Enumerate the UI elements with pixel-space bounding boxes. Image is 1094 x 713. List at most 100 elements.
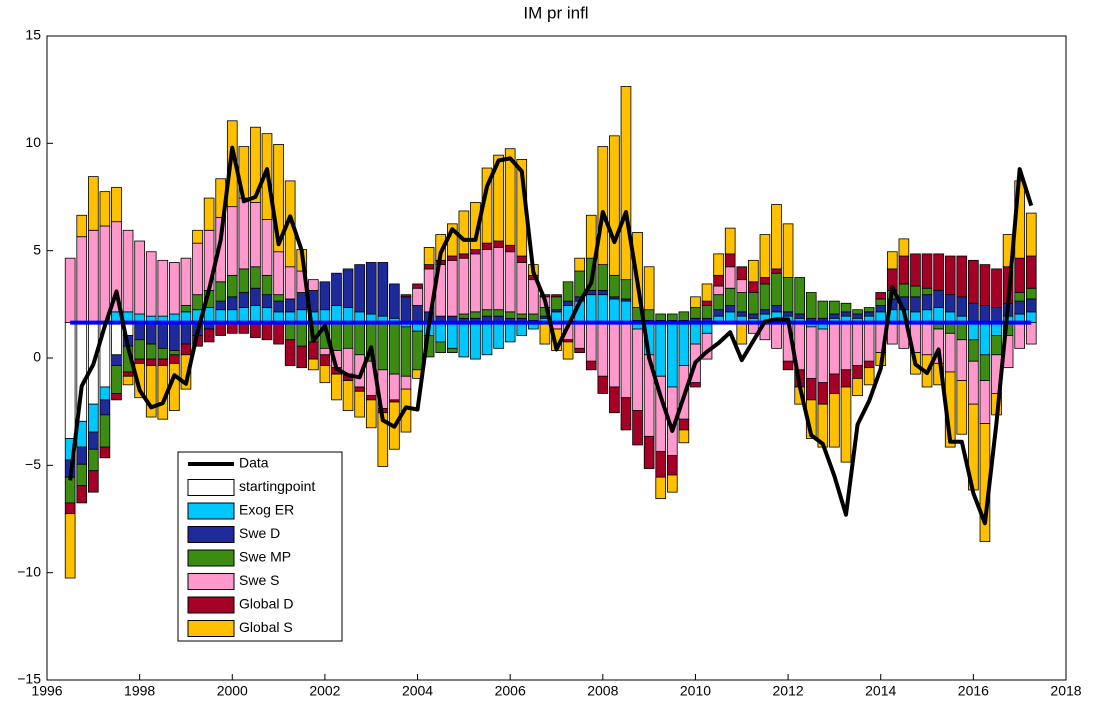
bar-segment bbox=[423, 264, 435, 270]
bar-segment bbox=[261, 307, 273, 323]
bar-segment bbox=[782, 360, 794, 371]
bar-segment bbox=[655, 450, 667, 478]
bar-segment bbox=[134, 322, 145, 341]
bar-segment bbox=[713, 294, 724, 311]
bar-segment bbox=[875, 305, 887, 313]
bar-segment bbox=[180, 343, 192, 356]
bar-segment bbox=[678, 429, 690, 444]
bar-segment bbox=[331, 272, 342, 306]
bar-segment bbox=[446, 347, 458, 354]
bar-segment bbox=[504, 322, 516, 343]
bar-segment bbox=[308, 279, 319, 291]
bar-segment bbox=[99, 386, 111, 401]
bar-segment bbox=[169, 354, 180, 364]
bar-segment bbox=[87, 403, 99, 433]
bar-segment bbox=[805, 326, 817, 379]
bar-segment bbox=[1025, 255, 1037, 289]
bar-segment bbox=[122, 371, 134, 377]
bar-segment bbox=[134, 358, 145, 364]
bar-segment bbox=[261, 274, 273, 296]
bar-segment bbox=[609, 298, 620, 323]
bar-segment bbox=[157, 358, 169, 366]
bar-segment bbox=[655, 476, 667, 500]
bar-segment bbox=[713, 274, 724, 287]
bar-segment bbox=[713, 309, 724, 317]
bar-segment bbox=[99, 225, 111, 323]
bar-segment bbox=[539, 322, 551, 345]
bar-segment bbox=[400, 326, 412, 377]
bar-segment bbox=[585, 322, 597, 362]
bar-segment bbox=[296, 322, 308, 347]
bar-segment bbox=[412, 283, 423, 289]
bar-segment bbox=[504, 244, 516, 253]
bar-segment bbox=[910, 296, 921, 313]
bar-segment bbox=[342, 307, 354, 323]
y-tick-label: −10 bbox=[17, 563, 41, 579]
bar-segment bbox=[585, 294, 597, 323]
bar-segment bbox=[724, 287, 736, 306]
bar-segment bbox=[226, 206, 238, 276]
bar-segment bbox=[817, 328, 829, 384]
bar-segment bbox=[678, 418, 690, 431]
legend-label: Global S bbox=[239, 619, 293, 635]
bar-segment bbox=[771, 204, 782, 270]
bar-segment bbox=[493, 322, 504, 349]
bar-segment bbox=[516, 255, 528, 263]
bar-segment bbox=[898, 255, 910, 285]
bar-segment bbox=[956, 255, 968, 298]
bar-segment bbox=[979, 380, 991, 424]
bar-segment bbox=[655, 313, 667, 321]
bar-segment bbox=[87, 448, 99, 472]
bar-segment bbox=[678, 322, 690, 366]
bar-segment bbox=[620, 322, 632, 399]
bar-segment bbox=[400, 296, 412, 323]
bar-segment bbox=[817, 300, 829, 319]
bar-segment bbox=[470, 311, 481, 319]
bar-segment bbox=[863, 307, 875, 313]
legend-swatch bbox=[187, 526, 235, 543]
bar-segment bbox=[597, 294, 609, 323]
legend-swatch bbox=[187, 620, 235, 637]
bar-segment bbox=[690, 382, 701, 388]
bar-segment bbox=[782, 277, 794, 313]
bar-segment bbox=[516, 313, 528, 319]
bar-segment bbox=[365, 399, 377, 429]
bar-segment bbox=[308, 358, 319, 371]
bar-segment bbox=[134, 240, 145, 315]
bar-segment bbox=[446, 322, 458, 349]
plot-frame bbox=[46, 35, 1067, 681]
bar-segment bbox=[145, 365, 157, 418]
bar-segment bbox=[122, 375, 134, 386]
bar-segment bbox=[342, 380, 354, 411]
bar-segment bbox=[759, 234, 771, 278]
bar-segment bbox=[666, 313, 678, 321]
bar-segment bbox=[354, 386, 365, 392]
bar-segment bbox=[342, 322, 354, 349]
bar-segment bbox=[76, 214, 88, 238]
bar-segment bbox=[111, 365, 122, 394]
bar-segment bbox=[620, 86, 632, 281]
bar-segment bbox=[261, 294, 273, 308]
bar-segment bbox=[979, 354, 991, 381]
bar-segment bbox=[238, 268, 250, 293]
bar-segment bbox=[377, 322, 389, 371]
bar-segment bbox=[516, 262, 528, 315]
bar-segment bbox=[250, 287, 261, 306]
bar-segment bbox=[284, 339, 296, 366]
bar-segment bbox=[64, 322, 76, 439]
bar-segment bbox=[724, 227, 736, 255]
bar-segment bbox=[829, 313, 840, 319]
bar-segment bbox=[493, 309, 504, 317]
bar-segment bbox=[238, 307, 250, 323]
bar-segment bbox=[817, 382, 829, 405]
bar-segment bbox=[423, 247, 435, 266]
bar-segment bbox=[551, 294, 562, 298]
bar-segment bbox=[933, 289, 944, 308]
bar-segment bbox=[180, 257, 192, 306]
bar-segment bbox=[898, 238, 910, 257]
bar-segment bbox=[921, 253, 933, 289]
legend-swatch bbox=[187, 573, 235, 590]
bar-segment bbox=[481, 322, 493, 356]
bar-segment bbox=[620, 279, 632, 300]
bar-segment bbox=[192, 242, 203, 296]
